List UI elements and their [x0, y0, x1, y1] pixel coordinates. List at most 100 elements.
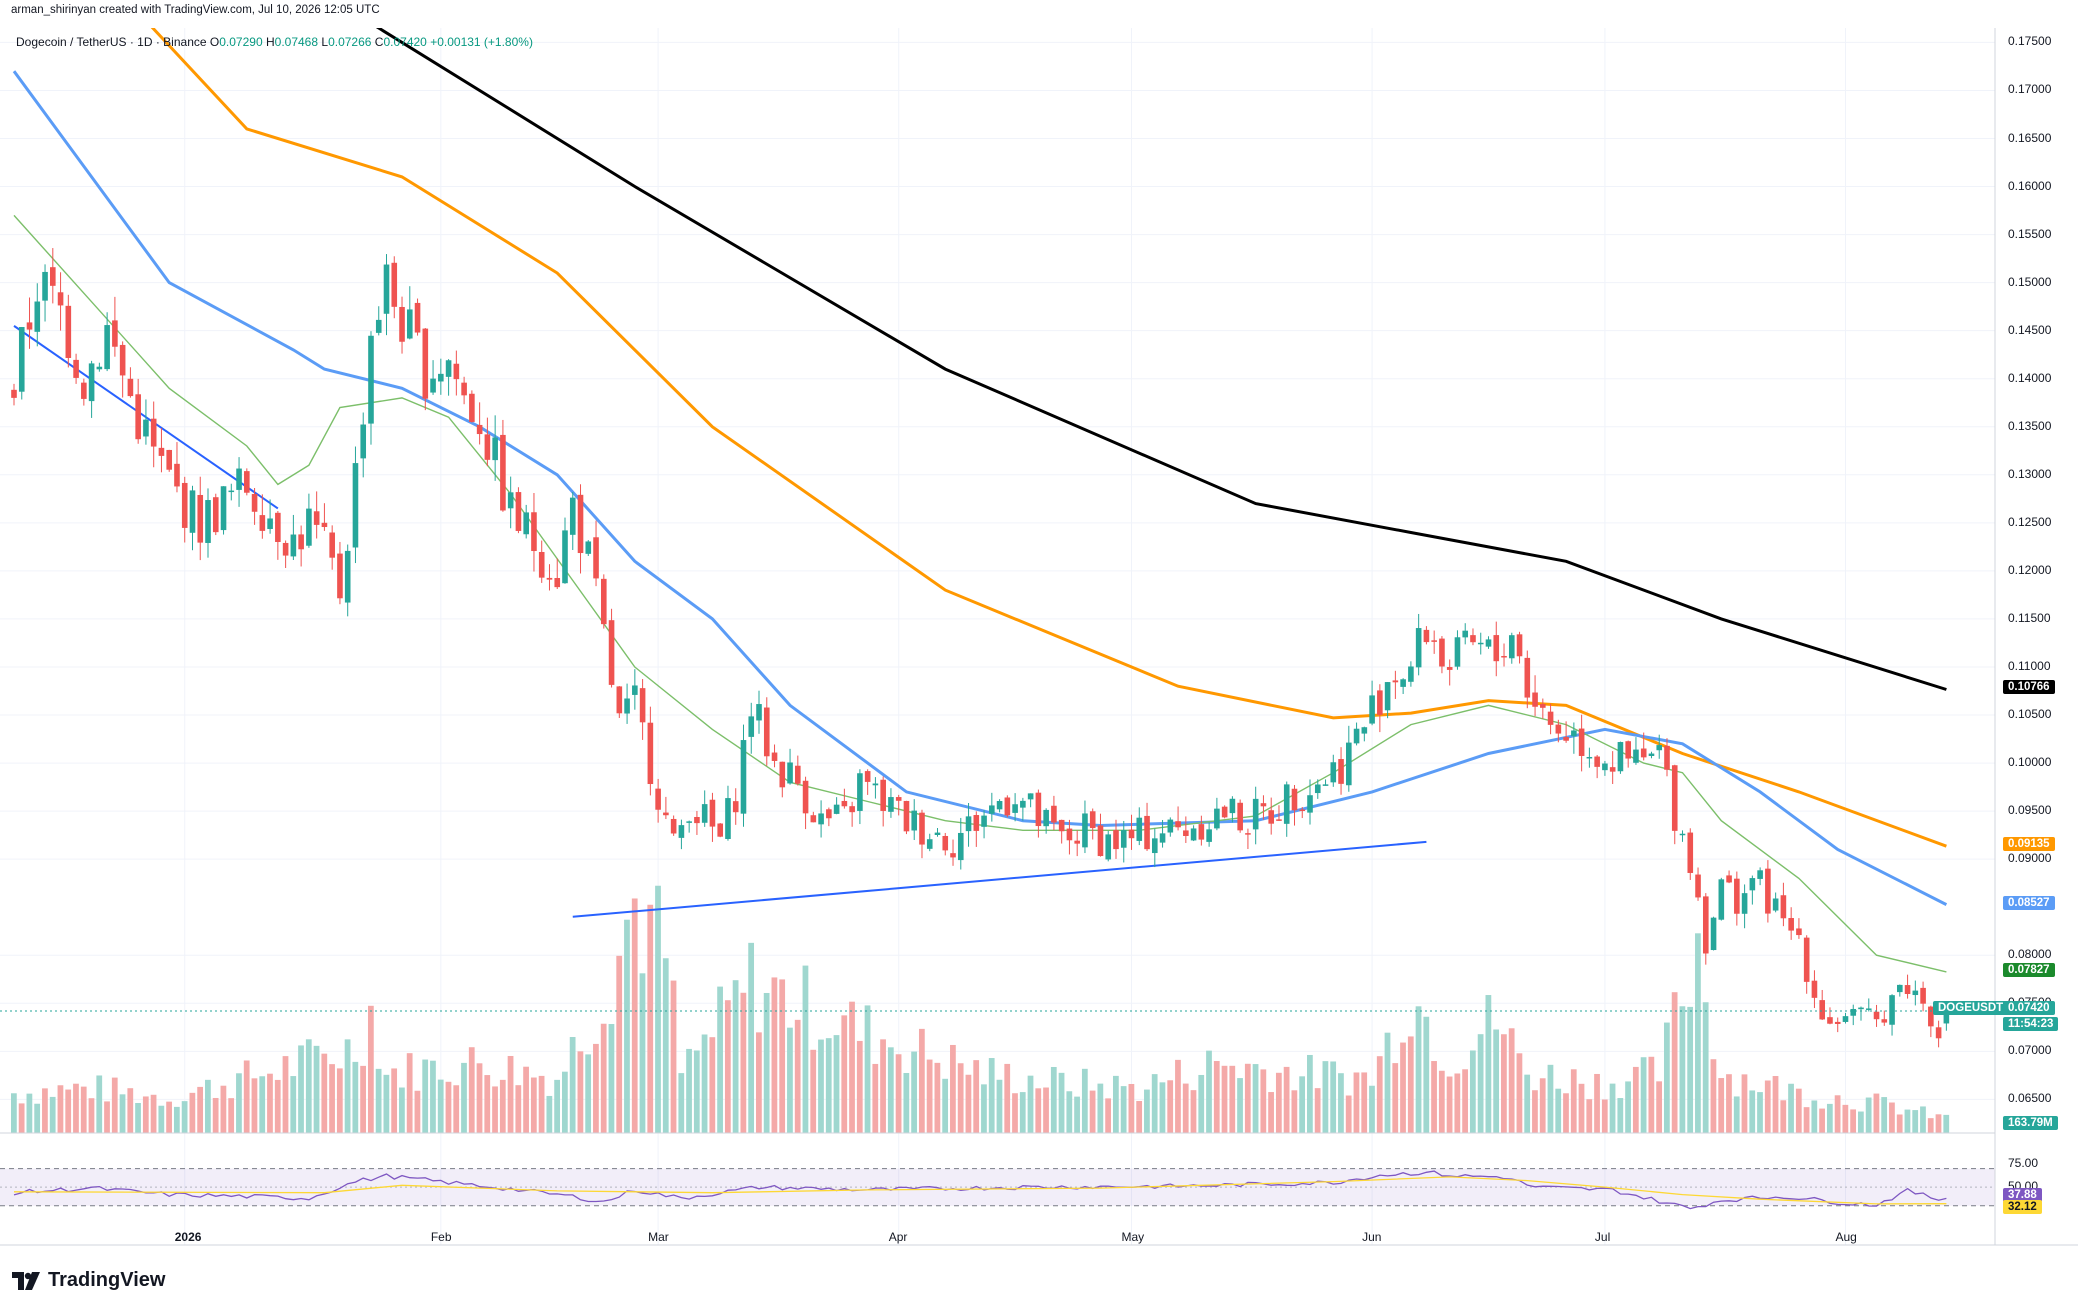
candle-body	[469, 393, 475, 422]
volume-bar	[1283, 1066, 1290, 1133]
volume-bar	[957, 1063, 964, 1133]
volume-bar	[1345, 1095, 1352, 1133]
moving-averages	[12, 28, 1948, 973]
candle-body	[1346, 742, 1352, 786]
volume-bar	[693, 1050, 700, 1133]
price-tick-label: 0.06500	[2008, 1091, 2052, 1106]
volume-bar	[1376, 1056, 1383, 1133]
volume-bar	[895, 1054, 902, 1133]
volume-bar	[367, 1005, 374, 1133]
price-tick-label: 0.15000	[2008, 274, 2052, 289]
candle-body	[119, 344, 126, 376]
candle-body	[647, 722, 654, 785]
tradingview-logo[interactable]: TradingView	[12, 1269, 165, 1292]
volume-bar	[1089, 1090, 1096, 1133]
candle-body	[313, 511, 320, 525]
tradingview-logo-icon	[12, 1271, 40, 1290]
volume-bar	[1097, 1083, 1104, 1133]
volume-bar	[1555, 1088, 1562, 1133]
volume-bar	[1803, 1107, 1810, 1133]
candle-body	[996, 801, 1003, 810]
candle-body	[1671, 765, 1678, 831]
volume-bar	[1260, 1069, 1267, 1133]
candle-body	[1221, 806, 1228, 818]
candle-body	[1594, 756, 1600, 767]
candle-body	[950, 853, 956, 858]
candle-body	[810, 815, 817, 823]
volume-bar	[1431, 1061, 1437, 1133]
volume-bar	[1128, 1083, 1135, 1133]
volume-bar	[872, 1063, 879, 1133]
volume-bar	[1058, 1072, 1065, 1133]
candle-body	[632, 685, 638, 695]
volume-bar	[267, 1073, 273, 1133]
volume-bar	[756, 1032, 762, 1133]
candle-body	[391, 262, 398, 307]
candle-body	[1012, 804, 1018, 813]
volume-bar	[1858, 1111, 1864, 1133]
volume-bar	[1019, 1092, 1026, 1133]
volume-bar	[1625, 1081, 1631, 1133]
volume-bar	[818, 1039, 824, 1133]
candle-body	[1710, 917, 1717, 951]
volume-bar	[1415, 1006, 1422, 1133]
volume-bar	[1105, 1098, 1111, 1133]
volume-bar	[1493, 1029, 1500, 1133]
volume-bar	[135, 1102, 141, 1133]
price-tick-label: 0.15500	[2008, 226, 2052, 241]
candle-body	[414, 302, 421, 333]
volume-bar	[383, 1074, 390, 1133]
candle-body	[678, 825, 685, 838]
candle-body	[1757, 870, 1763, 879]
candle-body	[849, 806, 855, 813]
candle-body	[1578, 728, 1585, 756]
candle-body	[1051, 805, 1057, 823]
candle-body	[127, 378, 134, 397]
volume-bar	[1485, 995, 1492, 1133]
time-tick-label: Mar	[648, 1230, 669, 1244]
price-tick-label: 0.13500	[2008, 418, 2052, 433]
volume-bar	[1120, 1086, 1127, 1133]
volume-bar	[360, 1065, 366, 1133]
candle-body	[911, 810, 918, 831]
candle-body	[73, 359, 79, 378]
candle-body	[725, 798, 731, 839]
volume-bar	[236, 1073, 242, 1133]
volume-bar	[243, 1060, 250, 1133]
candle-body	[989, 805, 995, 814]
candle-body	[461, 382, 467, 396]
volume-bar	[375, 1068, 382, 1133]
close-label: C	[374, 35, 384, 49]
candle-body	[1299, 809, 1306, 812]
volume-bar	[1757, 1092, 1763, 1133]
candle-body	[1508, 635, 1515, 659]
candle-body	[1741, 893, 1748, 914]
volume-bar	[934, 1062, 941, 1133]
candle-body	[399, 306, 405, 342]
volume-bar	[119, 1094, 126, 1133]
candle-body	[1547, 711, 1554, 725]
symbol-legend[interactable]: Dogecoin / TetherUS · 1D · Binance O0.07…	[16, 35, 533, 49]
tradingview-logo-text: TradingView	[48, 1269, 166, 1291]
candle-body	[1330, 762, 1337, 783]
volume-bar	[1112, 1075, 1119, 1133]
candle-body	[104, 325, 110, 370]
volume-bar	[802, 965, 809, 1133]
volume-bar	[1330, 1061, 1337, 1133]
volume-bar	[1035, 1088, 1042, 1133]
rsi-line	[13, 1170, 1947, 1210]
candle-body	[895, 797, 902, 801]
rsi-tag: 32.12	[2003, 1199, 2042, 1214]
volume-bar	[794, 1019, 801, 1133]
candle-body	[1687, 832, 1694, 873]
volume-bar	[150, 1094, 157, 1133]
volume-bar	[298, 1045, 304, 1133]
moving-average-ma-20	[13, 214, 1947, 973]
candle-body	[1089, 811, 1096, 829]
candle-body	[329, 532, 335, 558]
volume-bar	[26, 1093, 33, 1133]
volume-bar	[1679, 1006, 1686, 1133]
candle-body	[1462, 630, 1469, 638]
candle-body	[1633, 749, 1639, 763]
candle-body	[57, 292, 64, 306]
